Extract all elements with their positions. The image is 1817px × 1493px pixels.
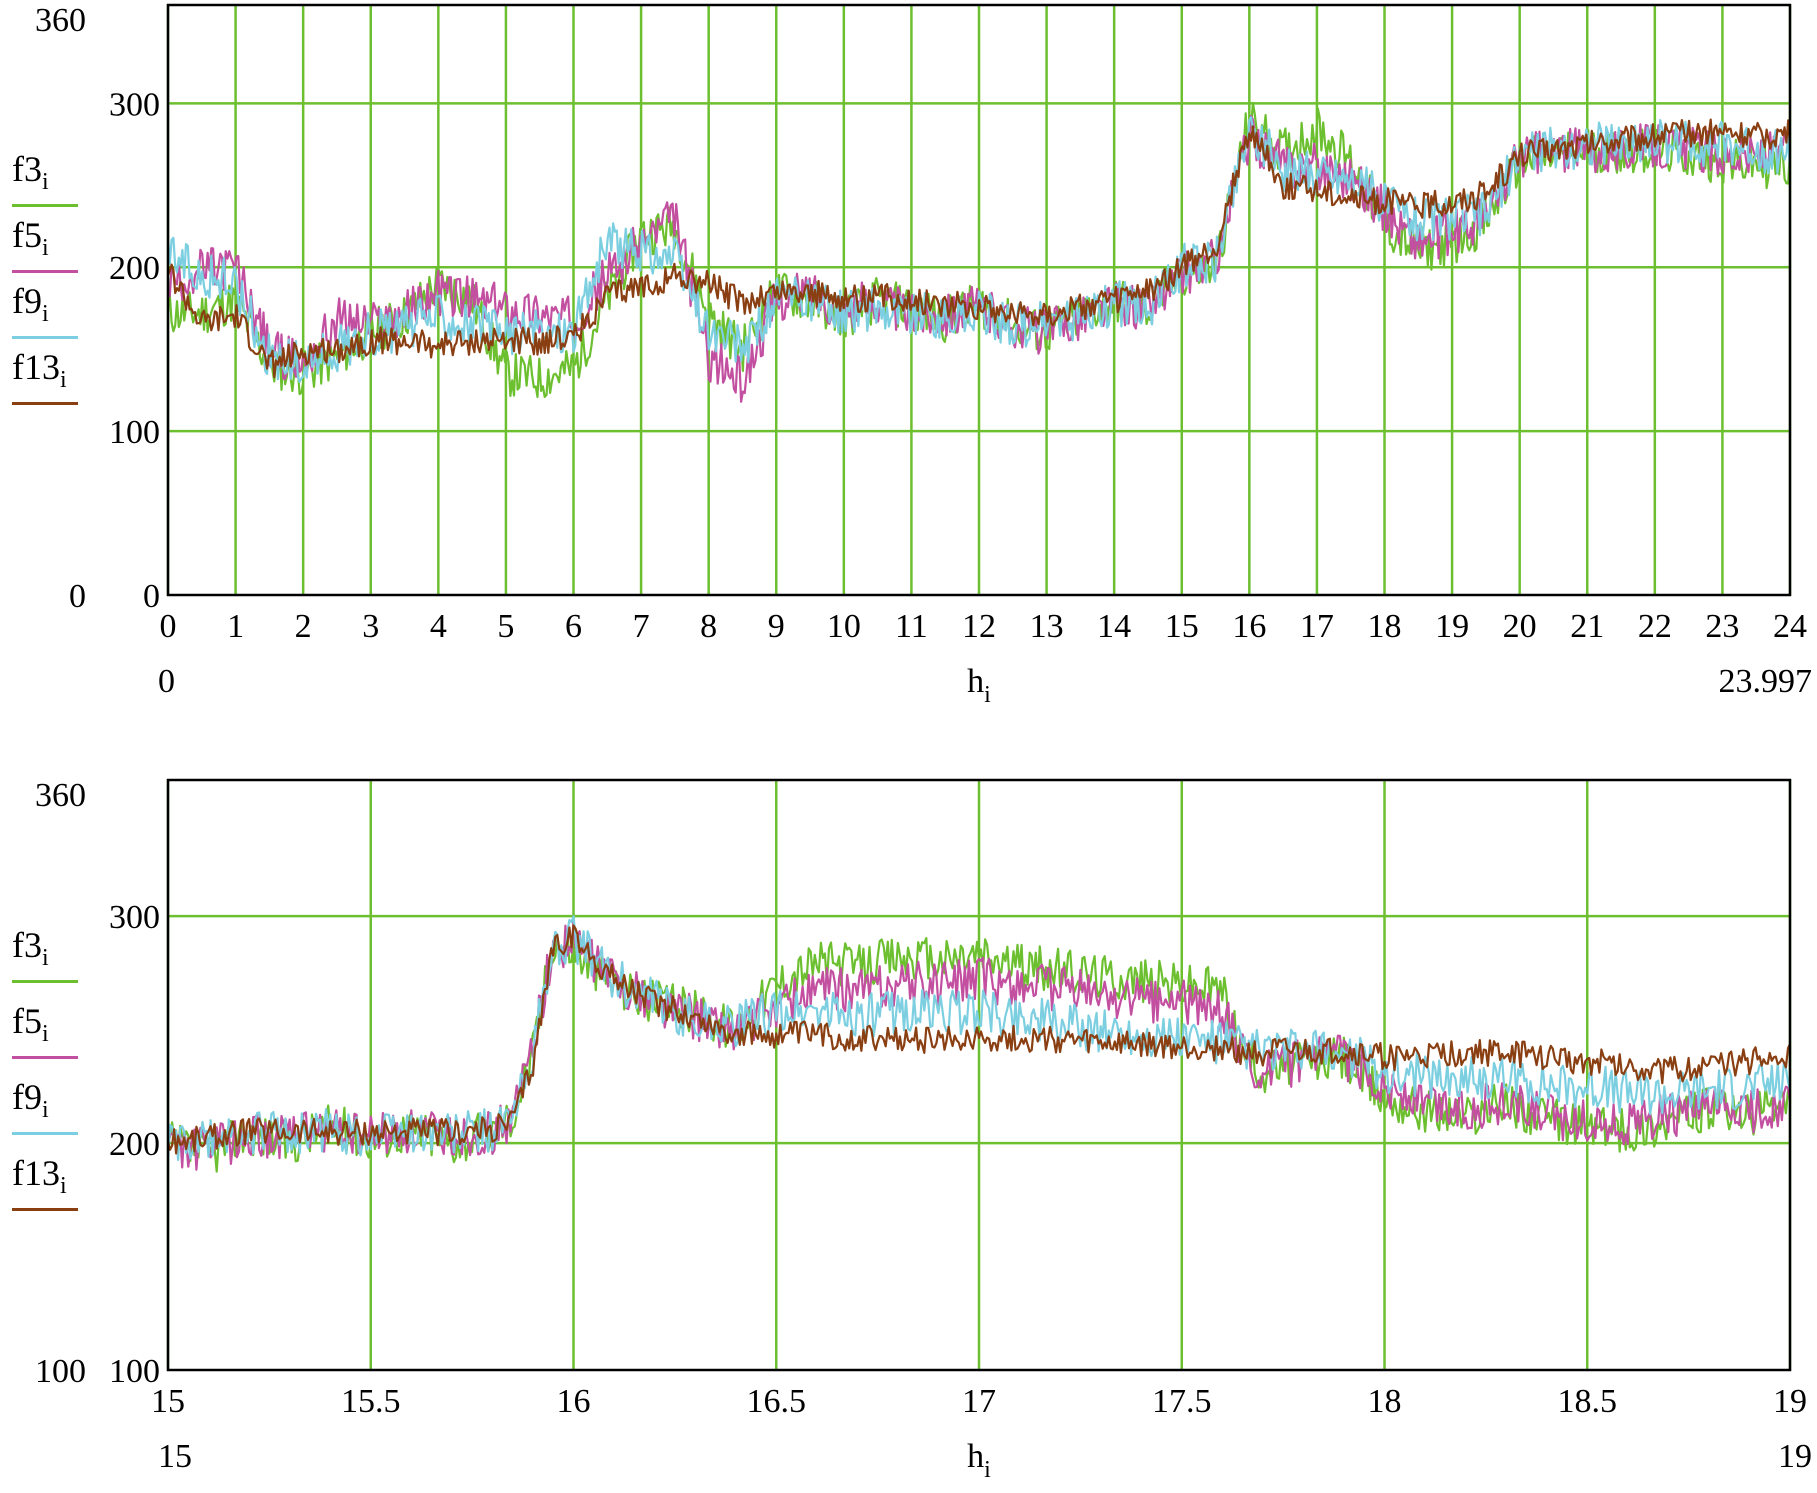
legend-label: f3i: [12, 925, 49, 972]
y-top-label: 360: [35, 2, 86, 39]
y-bottom-outer-label: 0: [69, 578, 86, 615]
legend-label: f13i: [12, 1153, 67, 1200]
legend-f3-bottom: f3i: [12, 924, 78, 984]
x-axis-label: hi: [967, 663, 991, 708]
x-tick-label: 19: [1773, 1383, 1807, 1420]
x-tick-label: 6: [565, 608, 582, 645]
x-axis-label-subscript: i: [984, 1457, 991, 1483]
y-bottom-outer-label: 100: [35, 1353, 86, 1390]
x-tick-label: 0: [160, 608, 177, 645]
x-tick-label: 18: [1368, 1383, 1402, 1420]
x-tick-label: 15: [151, 1383, 185, 1420]
x-tick-label: 10: [827, 608, 861, 645]
x-tick-label: 17: [1300, 608, 1334, 645]
x-tick-label: 16: [557, 1383, 591, 1420]
x-tick-label: 22: [1638, 608, 1672, 645]
legend-f5-bottom: f5i: [12, 1000, 78, 1060]
x-tick-label: 15: [1165, 608, 1199, 645]
y-tick-label: 100: [109, 414, 160, 451]
legend-swatch-f13: [12, 1208, 78, 1212]
x-tick-label: 13: [1030, 608, 1064, 645]
x-tick-label: 17: [962, 1383, 996, 1420]
y-tick-label: 200: [109, 250, 160, 287]
x-range-right-label: 19: [1778, 1438, 1812, 1475]
y-top-label: 360: [35, 777, 86, 814]
legend-label: f9i: [12, 1077, 49, 1124]
x-range-left-label: 0: [158, 663, 175, 700]
legend-swatch-f3: [12, 980, 78, 984]
y-bottom-inner-label: 0: [143, 578, 160, 615]
legend-swatch-f5: [12, 1056, 78, 1060]
x-range-right-label: 23.997: [1719, 663, 1813, 700]
x-axis-label-subscript: i: [984, 682, 991, 708]
y-tick-label: 300: [109, 899, 160, 936]
x-tick-label: 8: [700, 608, 717, 645]
plot-frame: [166, 778, 1792, 1372]
x-tick-label: 24: [1773, 608, 1807, 645]
legend-label: f3i: [12, 149, 49, 196]
series-line-f13: [166, 924, 1791, 1155]
legend-label: f13i: [12, 347, 67, 394]
plot-frame: [166, 3, 1792, 597]
x-tick-label: 11: [895, 608, 928, 645]
x-tick-label: 17.5: [1152, 1383, 1212, 1420]
x-tick-label: 7: [633, 608, 650, 645]
x-tick-label: 21: [1570, 608, 1604, 645]
legend-label: f5i: [12, 215, 49, 262]
x-tick-label: 18: [1368, 608, 1402, 645]
y-bottom-inner-label: 100: [109, 1353, 160, 1390]
legend-f9-bottom: f9i: [12, 1076, 78, 1136]
legend-swatch-f9: [12, 1132, 78, 1136]
series-line-f3: [166, 101, 1792, 399]
x-tick-label: 16: [1232, 608, 1266, 645]
x-range-left-label: 15: [158, 1438, 192, 1475]
x-tick-label: 5: [497, 608, 514, 645]
legend-f3-top: f3i: [12, 148, 78, 208]
legend-f5-top: f5i: [12, 214, 78, 274]
legend-swatch-f3: [12, 204, 78, 208]
legend-swatch-f9: [12, 336, 78, 340]
x-tick-label: 2: [295, 608, 312, 645]
x-axis-label: hi: [967, 1438, 991, 1483]
y-tick-label: 300: [109, 86, 160, 123]
x-tick-label: 18.5: [1558, 1383, 1618, 1420]
x-tick-label: 16.5: [747, 1383, 807, 1420]
legend-f13-bottom: f13i: [12, 1152, 78, 1212]
legend-f13-top: f13i: [12, 346, 78, 406]
legend-swatch-f5: [12, 270, 78, 274]
y-tick-label: 200: [109, 1126, 160, 1163]
x-tick-label: 4: [430, 608, 447, 645]
legend-swatch-f13: [12, 402, 78, 406]
legend-label: f5i: [12, 1001, 49, 1048]
x-tick-label: 23: [1705, 608, 1739, 645]
series-line-f13: [166, 118, 1792, 379]
x-tick-label: 9: [768, 608, 785, 645]
series-line-f9: [166, 915, 1792, 1164]
x-tick-label: 12: [962, 608, 996, 645]
x-tick-label: 15.5: [341, 1383, 401, 1420]
x-tick-label: 3: [362, 608, 379, 645]
legend-label: f9i: [12, 281, 49, 328]
x-tick-label: 1: [227, 608, 244, 645]
x-tick-label: 19: [1435, 608, 1469, 645]
x-tick-label: 20: [1503, 608, 1537, 645]
legend-f9-top: f9i: [12, 280, 78, 340]
x-tick-label: 14: [1097, 608, 1131, 645]
